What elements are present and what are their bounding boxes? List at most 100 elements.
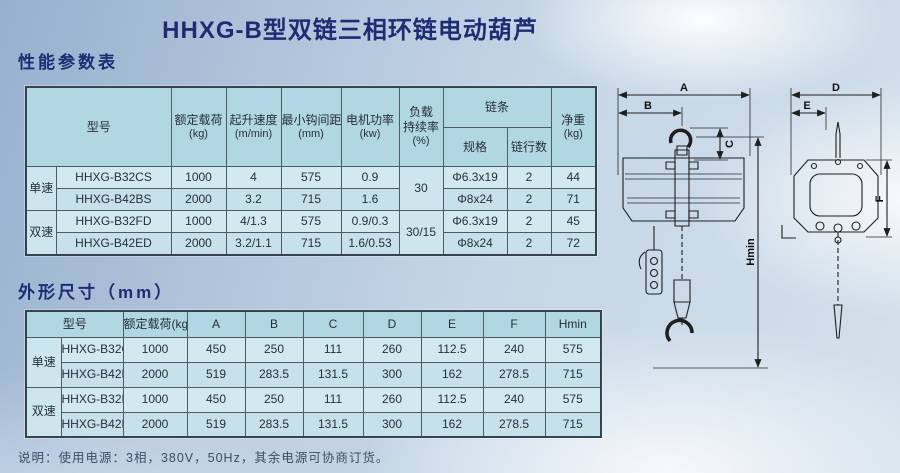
cell-weight: 72: [550, 232, 597, 255]
cell-weight: 44: [550, 166, 597, 189]
header-label: 电机功率: [346, 112, 395, 127]
dim-label-a: A: [680, 82, 688, 94]
top-hook: [671, 130, 691, 155]
cell-f: 278.5: [482, 361, 546, 388]
cell-speed: 3.2: [225, 188, 282, 211]
cell-b: 283.5: [244, 361, 304, 388]
cell-hmin: 575: [544, 336, 602, 363]
cell-speed: 3.2/1.1: [225, 232, 282, 255]
cell-c: 131.5: [302, 411, 364, 438]
cell-c: 111: [302, 386, 364, 413]
header-label: 起升速度: [229, 112, 278, 127]
table-row: HHXG-B42ED 2000 519 283.5 131.5 300 162 …: [26, 411, 602, 438]
cell-chain-strands: 2: [506, 188, 552, 211]
dim-header-e: E: [420, 310, 484, 338]
cell-model: HHXG-B42ED: [55, 232, 172, 255]
cell-chain-strands: 2: [506, 166, 552, 189]
cell-b: 283.5: [244, 411, 304, 438]
cell-speed: 4/1.3: [225, 210, 282, 233]
cell-hook-distance: 715: [280, 188, 342, 211]
dim-header-a: A: [186, 310, 246, 338]
outline-drawing: A B C: [598, 82, 896, 462]
dim-header-b: B: [244, 310, 304, 338]
cell-load: 1000: [170, 210, 227, 233]
cell-e: 112.5: [420, 336, 484, 363]
cell-load: 2000: [170, 188, 227, 211]
cell-hook-distance: 575: [280, 166, 342, 189]
cell-model: HHXG-B32CS: [55, 166, 172, 189]
perf-header-model: 型号: [25, 86, 172, 167]
dimensions-table: 型号 额定载荷(kg) A B C D E F Hmin 单速 HHXG-B32…: [25, 310, 603, 438]
cell-a: 450: [186, 336, 246, 363]
cell-load: 2000: [122, 411, 188, 438]
cell-model: HHXG-B42BS: [55, 188, 172, 211]
cell-hook-distance: 715: [280, 232, 342, 255]
bottom-hook: [667, 318, 692, 341]
header-unit: (kg): [189, 127, 208, 140]
table-row: 双速 HHXG-B32FD 1000 4/1.3 575 0.9/0.3 30/…: [25, 210, 597, 255]
cell-hmin: 715: [544, 411, 602, 438]
perf-header-duty-cycle: 负载 持续率 (%): [398, 86, 444, 167]
cell-f: 240: [482, 336, 546, 363]
table-row: HHXG-B42BS 2000 3.2 715 1.6 Φ8x24 2 71: [26, 188, 597, 211]
dim-section-title: 外形尺寸（mm）: [18, 283, 175, 302]
cell-duty: 30/15: [398, 210, 444, 255]
hoist-front-view: A B C: [618, 82, 768, 368]
perf-header-chain-spec: 规格: [442, 127, 508, 167]
perf-header-row-2: 规格 链行数: [26, 127, 596, 167]
hoist-side-view: D E F: [782, 82, 892, 338]
cell-power: 1.6: [340, 188, 400, 211]
cell-chain-strands: 2: [506, 210, 552, 233]
perf-header-motor-power: 电机功率 (kw): [340, 86, 400, 167]
cell-power: 0.9/0.3: [340, 210, 400, 233]
cell-model: HHXG-B42ED: [60, 411, 124, 438]
header-unit: (m/min): [234, 127, 273, 140]
cell-model: HHXG-B32FD: [60, 386, 124, 413]
cell-model: HHXG-B32FD: [55, 210, 172, 233]
dim-header-row: 型号 额定载荷(kg) A B C D E F Hmin: [25, 310, 602, 338]
cell-chain-spec: Φ6.3x19: [442, 166, 508, 189]
cell-b: 250: [244, 336, 304, 363]
cell-d: 260: [362, 386, 422, 413]
header-label: 持续率: [403, 120, 440, 135]
cell-model: HHXG-B32CS: [60, 336, 124, 363]
dim-header-d: D: [362, 310, 422, 338]
cell-speed-group: 双速: [25, 210, 57, 255]
cell-f: 278.5: [482, 411, 546, 438]
table-row: HHXG-B42BS 2000 519 283.5 131.5 300 162 …: [26, 361, 602, 388]
header-unit: (%): [412, 135, 430, 148]
dim-label-e: E: [803, 100, 810, 112]
dim-label-f: F: [874, 195, 886, 202]
cell-load: 1000: [122, 336, 188, 363]
cell-hmin: 575: [544, 386, 602, 413]
cell-power: 1.6/0.53: [340, 232, 400, 255]
cell-b: 250: [244, 386, 304, 413]
dim-header-c: C: [302, 310, 364, 338]
table-row: HHXG-B42ED 2000 3.2/1.1 715 1.6/0.53 Φ8x…: [26, 232, 597, 255]
cell-c: 111: [302, 336, 364, 363]
cell-model: HHXG-B42BS: [60, 361, 124, 388]
cell-weight: 45: [550, 210, 597, 233]
dim-header-model: 型号: [25, 310, 124, 338]
cell-speed-group: 单速: [25, 336, 62, 388]
cell-power: 0.9: [340, 166, 400, 189]
cell-load: 1000: [170, 166, 227, 189]
cell-e: 162: [420, 361, 484, 388]
cell-chain-spec: Φ8x24: [442, 188, 508, 211]
cell-a: 519: [186, 411, 246, 438]
perf-header-chain: 链条: [442, 86, 552, 129]
cell-chain-spec: Φ6.3x19: [442, 210, 508, 233]
cell-hook-distance: 575: [280, 210, 342, 233]
pendant-control: [639, 226, 662, 294]
cell-speed-group: 单速: [25, 166, 57, 211]
cell-e: 162: [420, 411, 484, 438]
perf-header-chain-strands: 链行数: [506, 127, 552, 167]
cell-a: 519: [186, 361, 246, 388]
page-title: HHXG-B型双链三相环链电动葫芦: [162, 17, 538, 44]
table-row: 单速 HHXG-B32CS 1000 450 250 111 260 112.5…: [25, 336, 602, 388]
table-row: 双速 HHXG-B32FD 1000 450 250 111 260 112.5…: [25, 386, 602, 438]
cell-chain-strands: 2: [506, 232, 552, 255]
perf-section-title: 性能参数表: [18, 53, 118, 72]
cell-e: 112.5: [420, 386, 484, 413]
